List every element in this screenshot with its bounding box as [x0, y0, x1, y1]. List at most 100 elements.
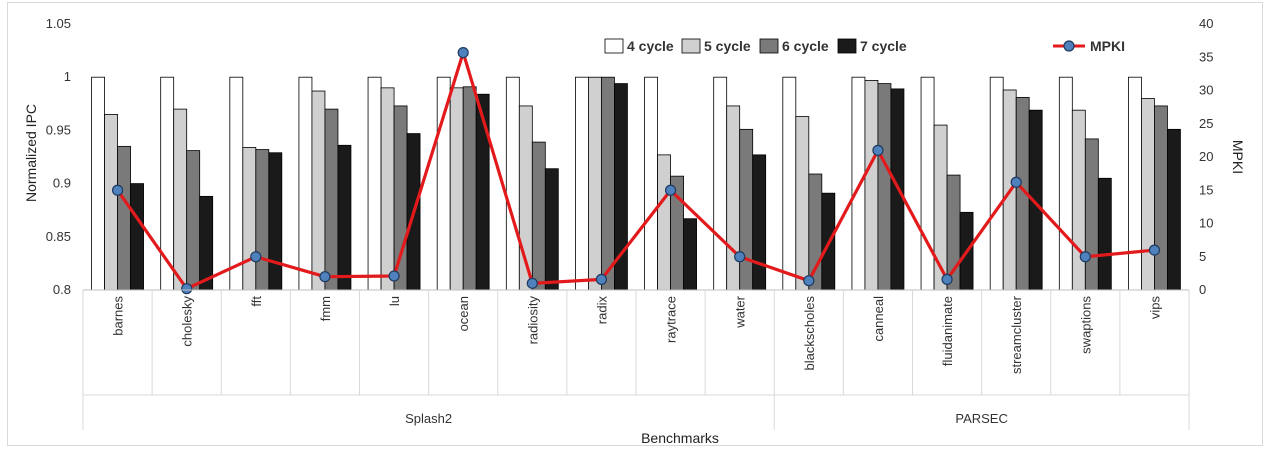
x-tick-label-blackscholes: blackscholes: [802, 296, 817, 371]
bar-6-cycle-water: [739, 128, 754, 291]
bar-6-cycle-ocean: [462, 86, 477, 291]
y2-axis-title: MPKI: [1230, 140, 1246, 174]
mpki-marker-swaptions: [1079, 251, 1091, 263]
bar-4-cycle-raytrace: [644, 76, 658, 291]
mpki-marker-ocean: [457, 46, 469, 59]
bar-5-cycle-raytrace: [657, 154, 671, 291]
x-tick-label-barnes: barnes: [111, 296, 126, 336]
x-tick-label-canneal: canneal: [871, 296, 886, 342]
group-label-PARSEC: PARSEC: [955, 411, 1008, 426]
bar-5-cycle-ocean: [449, 87, 464, 291]
x-tick-label-water: water: [733, 295, 748, 328]
x-axis: barnes cholesky fft fmm lu ocean radiosity radi…: [82, 289, 1190, 430]
bar-5-cycle-swaptions: [1071, 109, 1086, 291]
mpki-marker-fluidanimate: [941, 273, 953, 285]
y2-tick-label: 20: [1199, 149, 1213, 164]
right-y-axis: 0 5 10 15 20 25 30 35 40: [1199, 16, 1213, 297]
bar-4-cycle-blackscholes: [782, 76, 797, 291]
bar-6-cycle-canneal: [877, 83, 892, 291]
bar-4-cycle-lu: [367, 76, 382, 291]
bar-5-cycle-vips: [1141, 98, 1155, 291]
bar-4-cycle-fft: [229, 76, 244, 291]
x-tick-label-ocean: ocean: [456, 296, 471, 331]
legend-swatch-marker: [1063, 40, 1075, 52]
legend-swatch-6-cycle: [759, 38, 779, 54]
bar-series: [91, 76, 1181, 291]
bar-6-cycle-fft: [255, 149, 270, 291]
mpki-marker-cholesky: [181, 283, 193, 295]
bar-5-cycle-blackscholes: [795, 116, 810, 291]
bar-5-cycle-fft: [242, 147, 257, 291]
mpki-marker-fft: [250, 251, 262, 263]
bar-7-cycle-radiosity: [544, 168, 559, 291]
mpki-marker-streamcluster: [1010, 176, 1022, 188]
bar-7-cycle-fmm: [337, 144, 352, 291]
x-tick-label-radiosity: radiosity: [525, 296, 540, 345]
legend-label: 6 cycle: [782, 38, 829, 54]
y2-tick-label: 5: [1199, 249, 1206, 264]
bar-5-cycle-fmm: [311, 90, 326, 291]
mpki-marker-raytrace: [664, 184, 677, 196]
mpki-line: [116, 50, 1155, 291]
y-tick-label: 1.05: [46, 16, 71, 31]
bar-6-cycle-fmm: [324, 108, 339, 291]
bar-5-cycle-barnes: [104, 114, 118, 291]
legend-swatch-7-cycle: [837, 38, 857, 54]
bar-4-cycle-canneal: [851, 76, 866, 291]
mpki-line-series: [111, 46, 1161, 295]
y2-tick-label: 35: [1199, 49, 1213, 64]
left-y-axis: 0.8 0.85 0.9 0.95 1 1.05: [46, 16, 71, 297]
y-tick-label: 0.8: [53, 282, 71, 297]
bar-4-cycle-fmm: [298, 76, 313, 291]
bar-4-cycle-streamcluster: [989, 76, 1004, 291]
x-tick-label-fmm: fmm: [318, 296, 333, 321]
mpki-marker-radiosity: [526, 277, 538, 289]
legend-swatch-5-cycle: [681, 38, 701, 54]
bar-6-cycle-swaptions: [1084, 138, 1099, 291]
x-tick-label-vips: vips: [1147, 296, 1162, 320]
legend-label: 4 cycle: [627, 38, 674, 54]
bar-7-cycle-vips: [1167, 128, 1181, 291]
y-tick-label: 1: [64, 69, 71, 84]
bar-4-cycle-ocean: [436, 76, 451, 291]
y2-tick-label: 40: [1199, 16, 1213, 31]
bar-4-cycle-cholesky: [160, 76, 175, 291]
legend-label: 5 cycle: [704, 38, 751, 54]
mpki-marker-water: [734, 251, 746, 263]
x-tick-label-fft: fft: [249, 296, 264, 307]
mpki-marker-blackscholes: [803, 275, 815, 287]
y-tick-label: 0.85: [46, 229, 71, 244]
bar-4-cycle-radiosity: [505, 76, 520, 291]
y-axis-title: Normalized IPC: [23, 104, 39, 202]
legend-label: 7 cycle: [860, 38, 907, 54]
group-label-Splash2: Splash2: [405, 411, 452, 426]
y2-tick-label: 30: [1199, 83, 1213, 98]
bar-7-cycle-ocean: [475, 93, 490, 291]
y2-tick-label: 25: [1199, 116, 1213, 131]
y2-tick-label: 10: [1199, 216, 1213, 231]
bar-4-cycle-fluidanimate: [920, 76, 935, 291]
bar-7-cycle-raytrace: [683, 218, 697, 291]
bar-4-cycle-radix: [575, 76, 589, 291]
bar-4-cycle-vips: [1128, 76, 1142, 291]
x-axis-title: Benchmarks: [641, 430, 719, 446]
bar-6-cycle-vips: [1154, 105, 1168, 291]
bar-6-cycle-blackscholes: [808, 173, 823, 291]
mpki-marker-radix: [595, 273, 608, 285]
legend-label: MPKI: [1090, 38, 1125, 54]
bar-5-cycle-water: [726, 105, 741, 291]
bar-7-cycle-water: [752, 154, 767, 291]
bar-6-cycle-lu: [393, 105, 408, 291]
x-tick-label-lu: lu: [387, 296, 402, 306]
legend-swatch-4-cycle: [604, 38, 624, 54]
mpki-marker-canneal: [872, 144, 884, 156]
bar-6-cycle-cholesky: [186, 150, 201, 291]
y-tick-label: 0.95: [46, 122, 71, 137]
legend: 4 cycle 5 cycle 6 cycle 7 cycle MPKI: [604, 38, 1125, 54]
bar-7-cycle-swaptions: [1097, 177, 1112, 291]
bar-5-cycle-radix: [588, 76, 602, 291]
x-tick-label-streamcluster: streamcluster: [1009, 295, 1024, 374]
bar-4-cycle-water: [713, 76, 728, 291]
bar-7-cycle-barnes: [130, 183, 144, 291]
